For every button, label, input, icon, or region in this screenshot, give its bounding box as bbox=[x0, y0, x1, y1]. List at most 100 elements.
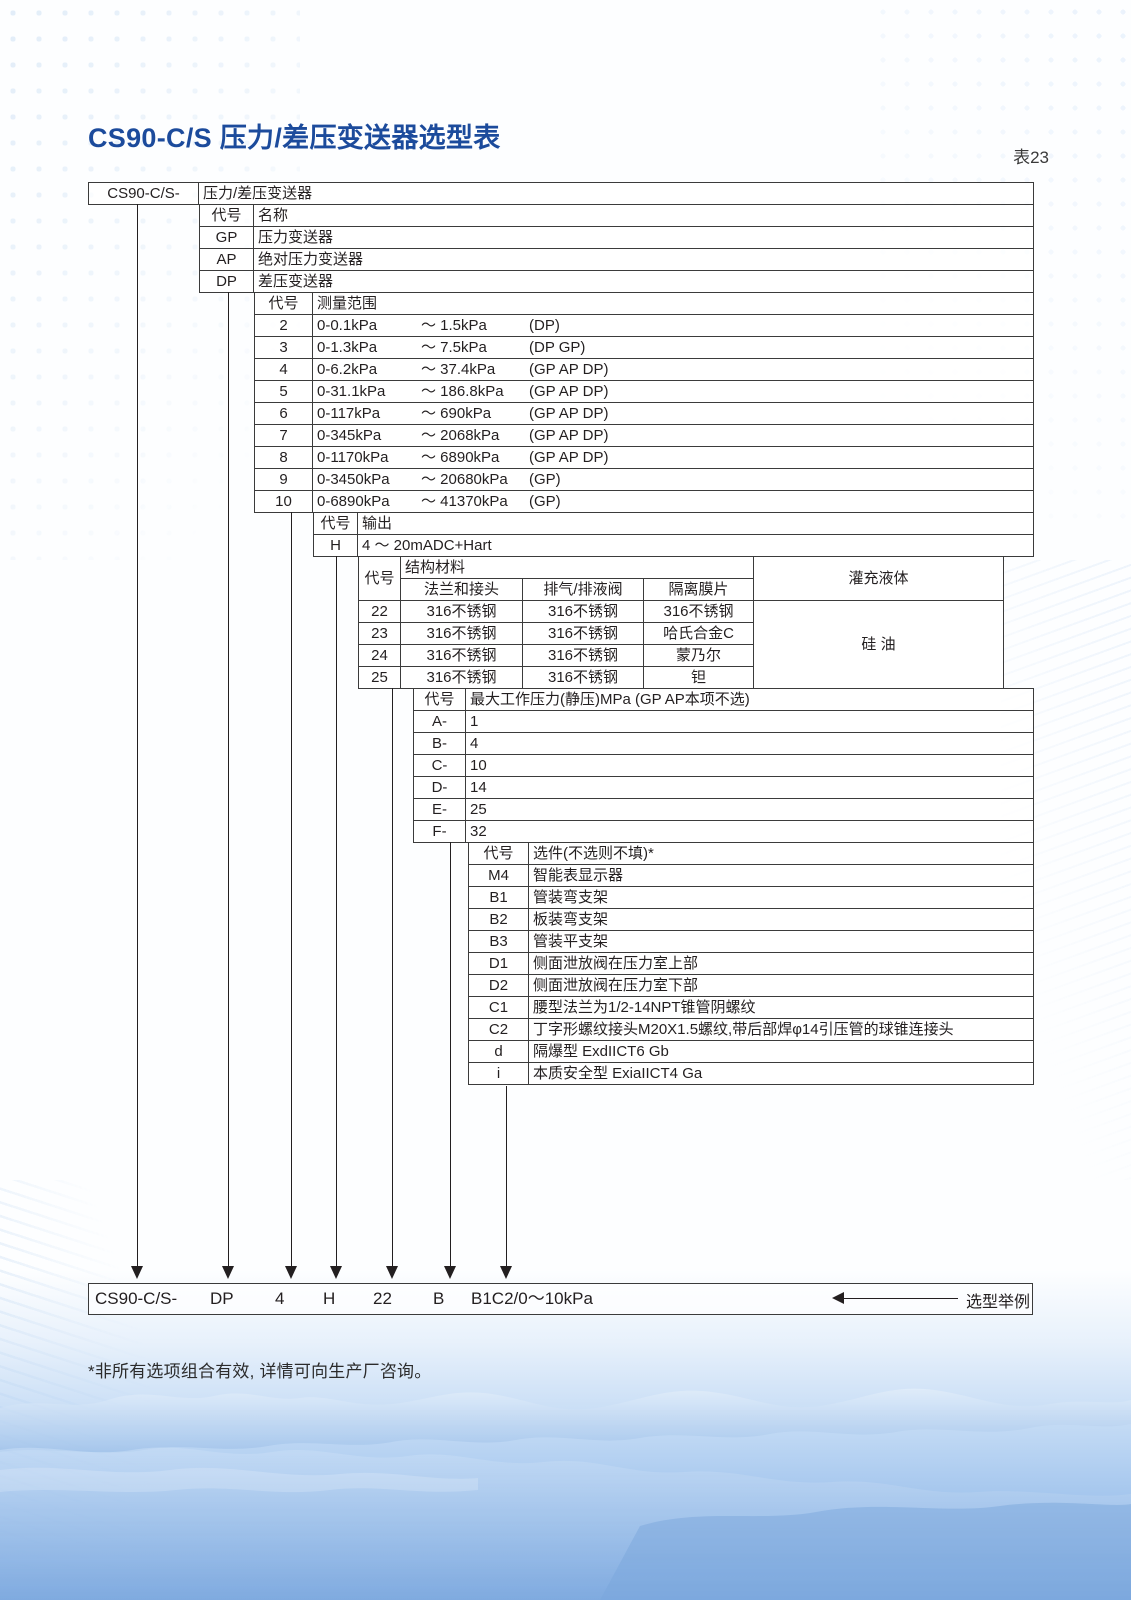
material-subheader-valve: 排气/排液阀 bbox=[522, 578, 644, 601]
range-high: ～ 20680kPa bbox=[421, 470, 508, 488]
pressure-value-header: 最大工作压力(静压)MPa (GP AP本项不选) bbox=[465, 688, 1034, 711]
arrow-down-icon-pressure bbox=[444, 1266, 456, 1279]
options-row-code: B3 bbox=[468, 930, 529, 953]
section-material: 代号 结构材料 灌充液体 法兰和接头 排气/排液阀 隔离膜片 22 316不锈钢… bbox=[358, 556, 1004, 689]
example-model-code-row: CS90-C/S- DP 4 H 22 B B1C2/0～10kPa bbox=[88, 1283, 1033, 1315]
table-row: 代号 最大工作压力(静压)MPa (GP AP本项不选) bbox=[413, 688, 1034, 711]
table-row: H 4 ～ 20mADC+Hart bbox=[313, 534, 1034, 557]
connector-line-output bbox=[336, 556, 337, 1269]
table-number-label: 表23 bbox=[1013, 148, 1049, 167]
arrow-left-icon-example bbox=[832, 1292, 844, 1304]
range-types: (DP GP) bbox=[529, 338, 586, 356]
pressure-row-text: 10 bbox=[465, 754, 1034, 777]
page-title: CS90-C/S 压力/差压变送器选型表 bbox=[88, 123, 501, 153]
root-table: CS90-C/S- 压力/差压变送器 bbox=[88, 182, 1034, 205]
footnote-text: *非所有选项组合有效, 详情可向生产厂咨询。 bbox=[88, 1362, 432, 1381]
material-group-header: 结构材料 bbox=[400, 556, 754, 579]
table-row: F- 32 bbox=[413, 820, 1034, 843]
section-type: 代号 名称 GP 压力变送器 AP 绝对压力变送器 DP 差压变送器 bbox=[199, 204, 1034, 293]
section-pressure: 代号 最大工作压力(静压)MPa (GP AP本项不选) A- 1 B- 4 C… bbox=[413, 688, 1034, 843]
options-row-text: 智能表显示器 bbox=[528, 864, 1034, 887]
table-row: A- 1 bbox=[413, 710, 1034, 733]
table-row: D- 14 bbox=[413, 776, 1034, 799]
table-row: 代号 选件(不选则不填)* bbox=[468, 842, 1034, 865]
pressure-row-code: E- bbox=[413, 798, 466, 821]
table-row: 代号 名称 bbox=[199, 204, 1034, 227]
material-table: 代号 结构材料 灌充液体 法兰和接头 排气/排液阀 隔离膜片 22 316不锈钢… bbox=[358, 556, 1004, 689]
table-row: 代号 测量范围 bbox=[254, 292, 1034, 315]
table-row: 3 0-1.3kPa ～ 7.5kPa (DP GP) bbox=[254, 336, 1034, 359]
type-row-code: AP bbox=[199, 248, 254, 271]
arrow-down-icon-material bbox=[386, 1266, 398, 1279]
type-row-text: 压力变送器 bbox=[253, 226, 1034, 249]
range-row-code: 10 bbox=[254, 490, 313, 513]
options-code-header: 代号 bbox=[468, 842, 529, 865]
connector-line-material bbox=[392, 688, 393, 1269]
table-row: 8 0-1170kPa ～ 6890kPa (GP AP DP) bbox=[254, 446, 1034, 469]
options-row-text: 板装弯支架 bbox=[528, 908, 1034, 931]
range-low: 0-6.2kPa bbox=[317, 360, 378, 378]
table-row: d 隔爆型 ExdIICT6 Gb bbox=[468, 1040, 1034, 1063]
material-row-flange: 316不锈钢 bbox=[400, 600, 523, 623]
table-row: 7 0-345kPa ～ 2068kPa (GP AP DP) bbox=[254, 424, 1034, 447]
table-row: C- 10 bbox=[413, 754, 1034, 777]
root-description-cell: 压力/差压变送器 bbox=[198, 182, 1034, 205]
connector-line-options bbox=[506, 1086, 507, 1269]
arrow-down-icon-output bbox=[330, 1266, 342, 1279]
options-row-text: 本质安全型 ExiaIICT4 Ga bbox=[528, 1062, 1034, 1085]
range-high: ～ 37.4kPa bbox=[421, 360, 496, 378]
table-row: 代号 结构材料 灌充液体 bbox=[358, 556, 1004, 601]
output-row-code: H bbox=[313, 534, 358, 557]
example-cell-range: 4 bbox=[275, 1289, 285, 1308]
range-types: (GP AP DP) bbox=[529, 360, 609, 378]
options-row-code: B1 bbox=[468, 886, 529, 909]
pressure-row-code: C- bbox=[413, 754, 466, 777]
table-row: B2 板装弯支架 bbox=[468, 908, 1034, 931]
table-row: M4 智能表显示器 bbox=[468, 864, 1034, 887]
range-row-code: 3 bbox=[254, 336, 313, 359]
table-row: D1 侧面泄放阀在压力室上部 bbox=[468, 952, 1034, 975]
connector-line-range bbox=[291, 512, 292, 1269]
range-table: 代号 测量范围 2 0-0.1kPa ～ 1.5kPa (DP) 3 0-1.3kP… bbox=[254, 292, 1034, 513]
options-row-code: i bbox=[468, 1062, 529, 1085]
material-row-diaphragm: 钽 bbox=[643, 666, 754, 689]
range-low: 0-0.1kPa bbox=[317, 316, 378, 334]
output-row-text: 4 ～ 20mADC+Hart bbox=[357, 534, 1034, 557]
arrow-down-icon-options bbox=[500, 1266, 512, 1279]
range-high: ～ 6890kPa bbox=[421, 448, 500, 466]
range-high: ～ 690kPa bbox=[421, 404, 492, 422]
range-row-value: 0-117kPa ～ 690kPa (GP AP DP) bbox=[312, 402, 1034, 425]
table-row: D2 侧面泄放阀在压力室下部 bbox=[468, 974, 1034, 997]
table-row: 10 0-6890kPa ～ 41370kPa (GP) bbox=[254, 490, 1034, 513]
type-code-header: 代号 bbox=[199, 204, 254, 227]
example-callout-label: 选型举例 bbox=[966, 1294, 1031, 1311]
options-row-text: 管装平支架 bbox=[528, 930, 1034, 953]
pressure-table: 代号 最大工作压力(静压)MPa (GP AP本项不选) A- 1 B- 4 C… bbox=[413, 688, 1034, 843]
arrow-down-icon-prefix bbox=[131, 1266, 143, 1279]
range-code-header: 代号 bbox=[254, 292, 313, 315]
options-row-code: B2 bbox=[468, 908, 529, 931]
root-prefix-cell: CS90-C/S- bbox=[88, 182, 199, 205]
range-low: 0-1.3kPa bbox=[317, 338, 378, 356]
range-row-code: 7 bbox=[254, 424, 313, 447]
pressure-row-code: B- bbox=[413, 732, 466, 755]
material-row-diaphragm: 蒙乃尔 bbox=[643, 644, 754, 667]
table-row: 22 316不锈钢 316不锈钢 316不锈钢 硅 油 bbox=[358, 600, 1004, 689]
table-row: 2 0-0.1kPa ～ 1.5kPa (DP) bbox=[254, 314, 1034, 337]
material-fill-value: 硅 油 bbox=[753, 600, 1004, 689]
material-row-code: 22 bbox=[358, 600, 401, 623]
material-row-diaphragm: 哈氏合金C bbox=[643, 622, 754, 645]
pressure-row-text: 1 bbox=[465, 710, 1034, 733]
section-options: 代号 选件(不选则不填)* M4 智能表显示器 B1 管装弯支架 B2 板装弯支… bbox=[468, 842, 1034, 1085]
material-row-valve: 316不锈钢 bbox=[522, 600, 644, 623]
example-cell-options: B1C2/0～10kPa bbox=[471, 1289, 593, 1308]
options-table: 代号 选件(不选则不填)* M4 智能表显示器 B1 管装弯支架 B2 板装弯支… bbox=[468, 842, 1034, 1085]
range-value-header: 测量范围 bbox=[312, 292, 1034, 315]
table-row: E- 25 bbox=[413, 798, 1034, 821]
range-row-value: 0-6.2kPa ～ 37.4kPa (GP AP DP) bbox=[312, 358, 1034, 381]
range-high: ～ 7.5kPa bbox=[421, 338, 487, 356]
options-row-code: d bbox=[468, 1040, 529, 1063]
range-types: (GP AP DP) bbox=[529, 426, 609, 444]
pressure-row-text: 4 bbox=[465, 732, 1034, 755]
output-code-header: 代号 bbox=[313, 512, 358, 535]
